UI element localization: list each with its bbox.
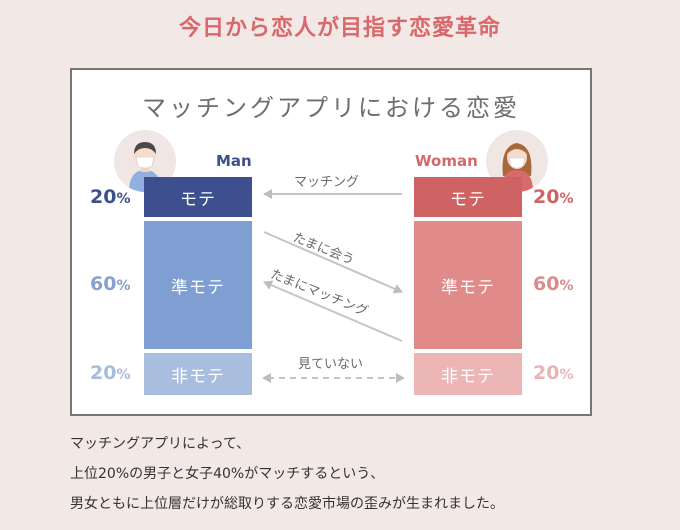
woman-percent-bot: 20%: [533, 362, 573, 384]
man-tier-junmote: 準モテ: [144, 221, 252, 349]
man-percent-bot-value: 20: [90, 362, 117, 384]
woman-percent-mid: 60%: [533, 273, 573, 295]
man-tier-mote: モテ: [144, 177, 252, 217]
caption-line-2: 上位20%の男子と女子40%がマッチするという、: [70, 466, 385, 482]
man-percent-top: 20%: [90, 186, 130, 208]
woman-percent-mid-value: 60: [533, 273, 560, 295]
man-percent-bot: 20%: [90, 362, 130, 384]
woman-column-label: Woman: [415, 152, 478, 170]
woman-percent-top: 20%: [533, 186, 573, 208]
arrow-label-matching: マッチング: [294, 175, 360, 190]
woman-percent-top-value: 20: [533, 186, 560, 208]
man-avatar-icon: [114, 130, 176, 192]
arrows-layer: [262, 189, 405, 383]
man-column-label: Man: [216, 152, 252, 170]
man-percent-mid-value: 60: [90, 273, 117, 295]
caption-line-3: 男女ともに上位層だけが総取りする恋愛市場の歪みが生まれました。: [70, 496, 504, 512]
caption-line-1: マッチングアプリによって、: [70, 436, 251, 452]
arrow-miteinai-head-right: [396, 373, 405, 383]
woman-tier-himote: 非モテ: [414, 353, 522, 395]
woman-percent-mid-unit: %: [559, 278, 574, 294]
man-percent-top-value: 20: [90, 186, 117, 208]
woman-percent-top-unit: %: [559, 191, 574, 207]
arrow-tamani-matching: [263, 280, 403, 342]
woman-tier-junmote: 準モテ: [414, 221, 522, 349]
woman-tier-mote: モテ: [414, 177, 522, 217]
arrow-tamani-au: [263, 231, 403, 294]
arrow-miteinai-head-left: [262, 373, 271, 383]
man-percent-mid-unit: %: [116, 278, 131, 294]
woman-percent-bot-value: 20: [533, 362, 560, 384]
arrow-label-miteinai: 見ていない: [298, 357, 364, 372]
man-percent-bot-unit: %: [116, 367, 131, 383]
man-percent-top-unit: %: [116, 191, 131, 207]
man-percent-mid: 60%: [90, 273, 130, 295]
page-title: 今日から恋人が目指す恋愛革命: [178, 16, 501, 41]
diagram-panel: マッチングアプリにおける恋愛 Man Woman モテ 準モテ 非モテ モテ 準…: [70, 68, 592, 416]
diagram-title: マッチングアプリにおける恋愛: [142, 94, 520, 122]
woman-percent-bot-unit: %: [559, 367, 574, 383]
man-tier-himote: 非モテ: [144, 353, 252, 395]
